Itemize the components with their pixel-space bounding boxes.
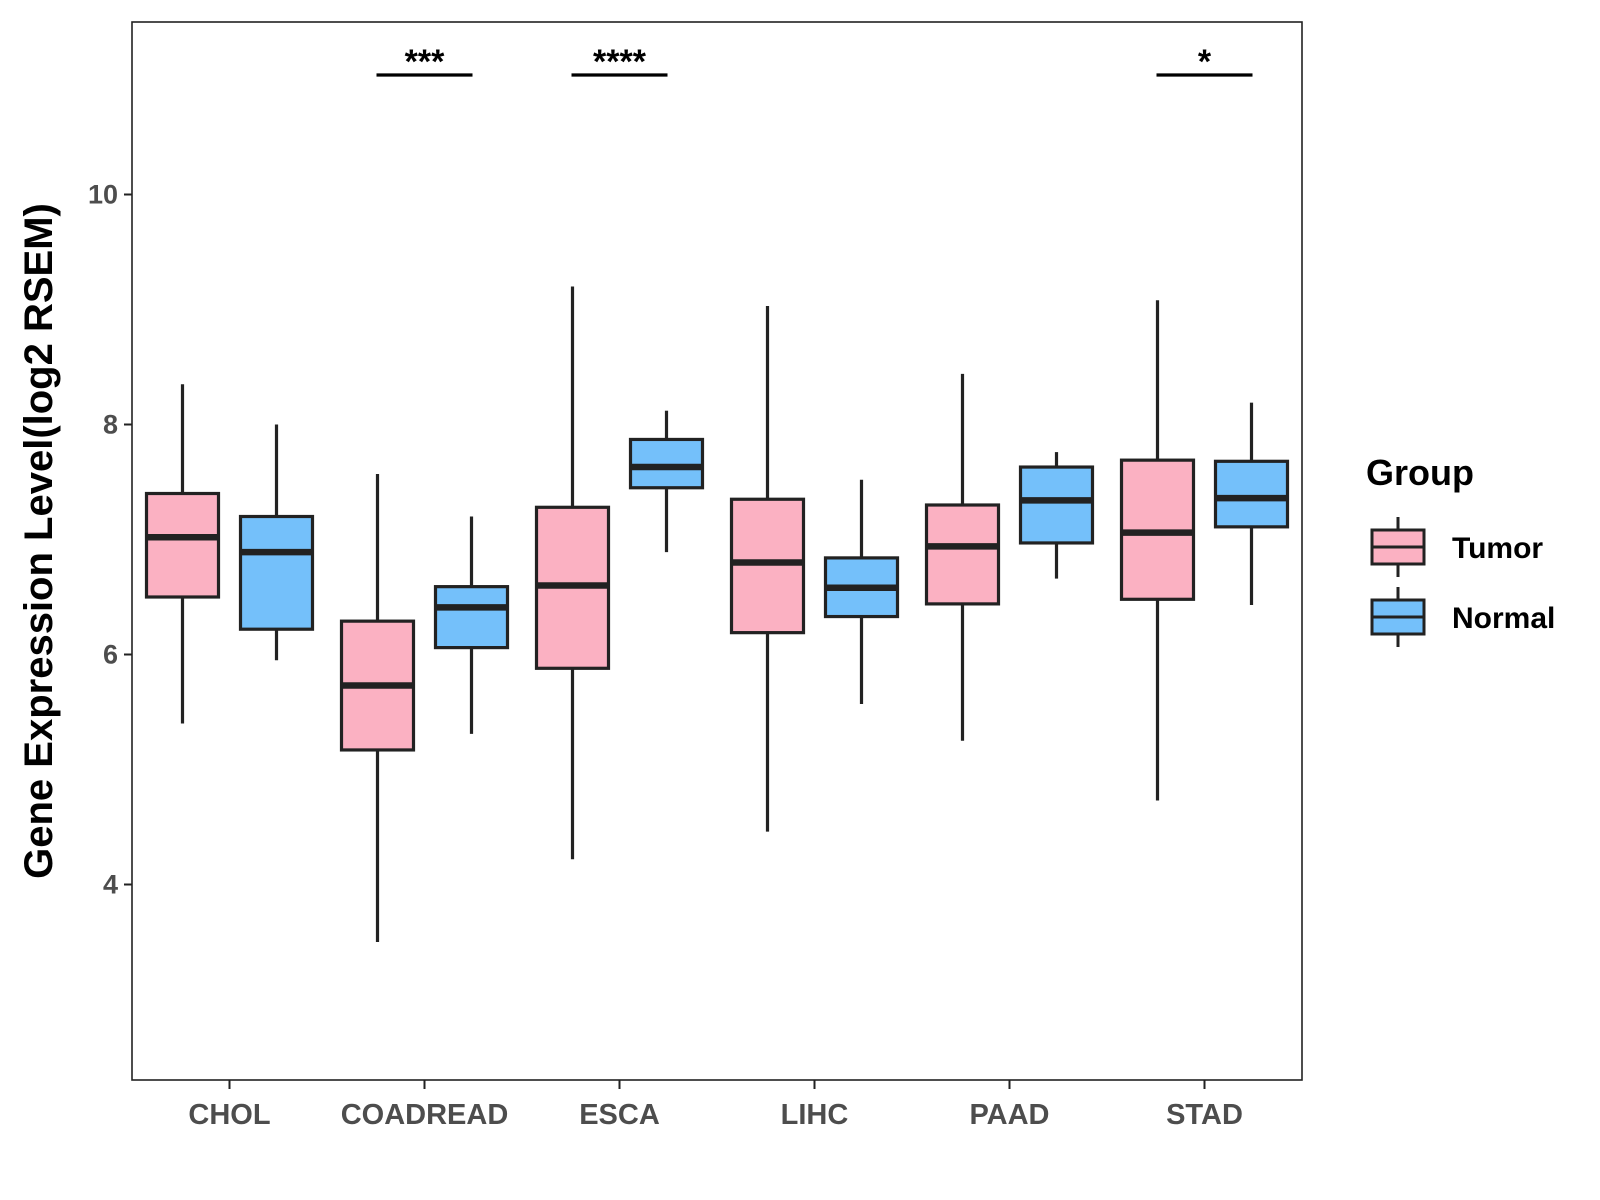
- significance-label: ****: [593, 43, 647, 81]
- box-tumor-lihc: [729, 306, 806, 832]
- box-iqr: [628, 437, 705, 490]
- box-iqr: [144, 491, 221, 599]
- x-tick-label: LIHC: [781, 1099, 849, 1131]
- axes: 4 6 8 10 CHOL COADREAD ESCA LIHC PAAD STAD: [88, 180, 1243, 1132]
- y-tick-label: 4: [103, 870, 118, 900]
- x-tick-label: PAAD: [969, 1099, 1049, 1131]
- box-iqr: [433, 585, 510, 650]
- significance-label: ***: [405, 43, 445, 81]
- legend-label: Tumor: [1452, 532, 1543, 565]
- significance-stad: *: [1156, 43, 1253, 81]
- y-tick-label: 10: [88, 180, 118, 210]
- box-iqr: [1018, 465, 1095, 545]
- box-tumor-coadread: [339, 473, 416, 942]
- box-normal-coadread: [433, 516, 510, 734]
- panel-border: [131, 21, 1303, 1081]
- plot-area: *** **** *: [144, 43, 1290, 942]
- significance-label: *: [1198, 43, 1212, 81]
- box-iqr: [238, 514, 315, 631]
- box-tumor-chol: [144, 384, 221, 724]
- box-iqr: [924, 503, 1001, 606]
- x-tick-label: CHOL: [188, 1099, 270, 1131]
- legend-item-tumor: Tumor: [1370, 517, 1543, 577]
- x-tick-label: STAD: [1166, 1099, 1243, 1131]
- box-normal-paad: [1018, 452, 1095, 579]
- legend-title: Group: [1366, 452, 1474, 493]
- box-normal-chol: [238, 424, 315, 661]
- box-tumor-paad: [924, 373, 1001, 741]
- box-normal-stad: [1213, 402, 1290, 606]
- significance-esca: ****: [571, 43, 668, 81]
- y-tick-label: 6: [103, 640, 118, 670]
- legend: Group Tumor Normal: [1366, 452, 1555, 647]
- x-tick-label: COADREAD: [341, 1099, 509, 1131]
- box-normal-esca: [628, 410, 705, 553]
- legend-label: Normal: [1452, 602, 1555, 635]
- y-tick-label: 8: [103, 410, 118, 440]
- box-normal-lihc: [823, 479, 900, 704]
- box-tumor-esca: [534, 286, 611, 860]
- significance-coadread: ***: [376, 43, 473, 81]
- box-iqr: [1213, 459, 1290, 529]
- x-tick-label: ESCA: [579, 1099, 660, 1131]
- box-iqr: [729, 497, 806, 635]
- y-axis-title: Gene Expression Level(log2 RSEM): [17, 203, 61, 879]
- legend-item-normal: Normal: [1370, 587, 1555, 647]
- box-tumor-stad: [1119, 300, 1196, 801]
